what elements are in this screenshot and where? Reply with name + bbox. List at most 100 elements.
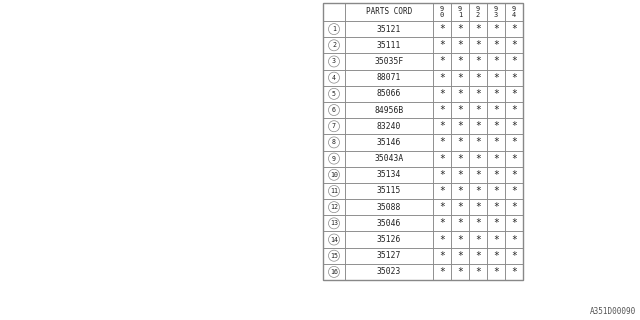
Text: *: * bbox=[511, 40, 517, 50]
Text: *: * bbox=[511, 202, 517, 212]
Text: *: * bbox=[439, 24, 445, 34]
Text: 3: 3 bbox=[332, 59, 336, 64]
Bar bbox=[505, 167, 523, 183]
Bar bbox=[451, 118, 469, 134]
Bar bbox=[451, 53, 469, 69]
Text: *: * bbox=[493, 40, 499, 50]
Bar bbox=[469, 231, 487, 248]
Bar bbox=[469, 21, 487, 37]
Text: 13: 13 bbox=[330, 220, 338, 226]
Text: 35126: 35126 bbox=[377, 235, 401, 244]
Text: *: * bbox=[493, 89, 499, 99]
Text: *: * bbox=[475, 267, 481, 277]
Bar bbox=[451, 134, 469, 150]
Bar bbox=[345, 231, 433, 248]
Bar bbox=[487, 264, 505, 280]
Text: *: * bbox=[475, 170, 481, 180]
Bar bbox=[433, 86, 451, 102]
Bar bbox=[323, 86, 345, 102]
Bar bbox=[323, 248, 345, 264]
Bar bbox=[323, 167, 345, 183]
Bar bbox=[323, 183, 345, 199]
Bar bbox=[433, 167, 451, 183]
Text: 35115: 35115 bbox=[377, 187, 401, 196]
Text: *: * bbox=[511, 186, 517, 196]
Bar bbox=[487, 118, 505, 134]
Bar bbox=[469, 37, 487, 53]
Text: *: * bbox=[475, 24, 481, 34]
Bar bbox=[433, 37, 451, 53]
Bar bbox=[469, 3, 487, 21]
Bar bbox=[433, 215, 451, 231]
Text: *: * bbox=[457, 24, 463, 34]
Bar bbox=[323, 53, 345, 69]
Bar bbox=[345, 118, 433, 134]
Bar bbox=[487, 86, 505, 102]
Text: *: * bbox=[475, 56, 481, 67]
Text: *: * bbox=[457, 235, 463, 244]
Bar bbox=[323, 3, 345, 21]
Bar bbox=[469, 215, 487, 231]
Bar bbox=[345, 37, 433, 53]
Bar bbox=[505, 248, 523, 264]
Bar bbox=[505, 150, 523, 167]
Bar bbox=[345, 102, 433, 118]
Text: 9
4: 9 4 bbox=[512, 6, 516, 18]
Text: *: * bbox=[457, 251, 463, 261]
Text: *: * bbox=[439, 89, 445, 99]
Bar bbox=[505, 69, 523, 86]
Bar bbox=[323, 134, 345, 150]
Text: *: * bbox=[475, 202, 481, 212]
Bar bbox=[487, 102, 505, 118]
Bar bbox=[451, 215, 469, 231]
Text: *: * bbox=[493, 251, 499, 261]
Bar bbox=[505, 199, 523, 215]
Bar bbox=[433, 134, 451, 150]
Bar bbox=[323, 264, 345, 280]
Text: *: * bbox=[511, 154, 517, 164]
Text: 15: 15 bbox=[330, 253, 338, 259]
Text: 84956B: 84956B bbox=[374, 106, 404, 115]
Text: *: * bbox=[511, 24, 517, 34]
Text: 85066: 85066 bbox=[377, 89, 401, 98]
Bar bbox=[451, 150, 469, 167]
Text: *: * bbox=[511, 170, 517, 180]
Text: *: * bbox=[457, 89, 463, 99]
Text: *: * bbox=[493, 73, 499, 83]
Bar bbox=[345, 3, 433, 21]
Text: *: * bbox=[493, 24, 499, 34]
Text: *: * bbox=[457, 218, 463, 228]
Text: 16: 16 bbox=[330, 269, 338, 275]
Bar bbox=[469, 167, 487, 183]
Text: 10: 10 bbox=[330, 172, 338, 178]
Bar bbox=[505, 215, 523, 231]
Text: *: * bbox=[457, 186, 463, 196]
Text: *: * bbox=[475, 73, 481, 83]
Bar bbox=[487, 215, 505, 231]
Text: 2: 2 bbox=[332, 42, 336, 48]
Text: *: * bbox=[493, 186, 499, 196]
Bar bbox=[469, 102, 487, 118]
Bar bbox=[505, 264, 523, 280]
Bar bbox=[345, 150, 433, 167]
Bar bbox=[451, 3, 469, 21]
Bar bbox=[505, 231, 523, 248]
Bar bbox=[451, 264, 469, 280]
Text: 35121: 35121 bbox=[377, 25, 401, 34]
Text: *: * bbox=[493, 56, 499, 67]
Text: *: * bbox=[439, 121, 445, 131]
Text: PARTS CORD: PARTS CORD bbox=[366, 7, 412, 17]
Bar bbox=[451, 183, 469, 199]
Text: 9
0: 9 0 bbox=[440, 6, 444, 18]
Text: 11: 11 bbox=[330, 188, 338, 194]
Text: 9
1: 9 1 bbox=[458, 6, 462, 18]
Bar bbox=[451, 248, 469, 264]
Text: *: * bbox=[493, 121, 499, 131]
Bar bbox=[323, 69, 345, 86]
Text: *: * bbox=[439, 73, 445, 83]
Bar bbox=[345, 264, 433, 280]
Text: *: * bbox=[457, 121, 463, 131]
Text: *: * bbox=[493, 235, 499, 244]
Bar bbox=[469, 118, 487, 134]
Text: 35127: 35127 bbox=[377, 251, 401, 260]
